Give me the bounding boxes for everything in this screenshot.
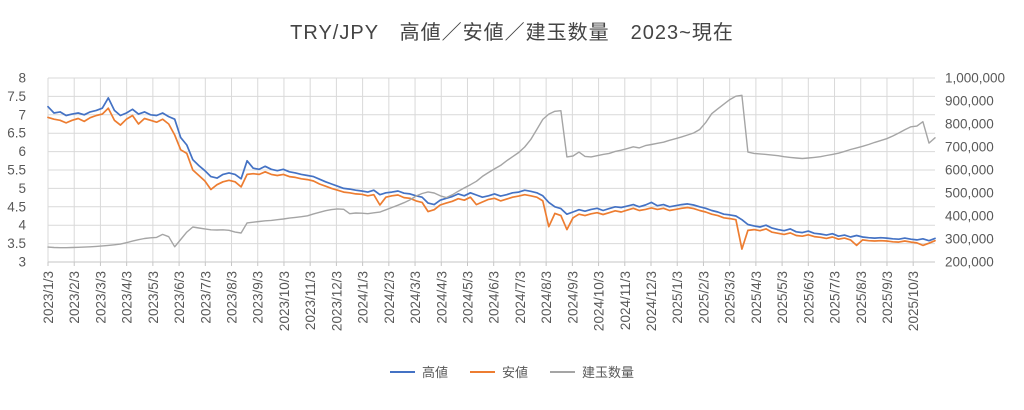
y-axis-label-right: 600,000: [945, 163, 994, 178]
legend-line-swatch: [389, 370, 415, 373]
x-axis-label: 2023/4/3: [120, 271, 135, 324]
legend: 高値 安値 建玉数量: [0, 362, 1024, 381]
y-axis-label-right: 700,000: [945, 140, 994, 155]
x-axis-label: 2024/10/3: [592, 271, 607, 331]
y-axis-label-left: 3.5: [7, 236, 26, 251]
x-axis-label: 2024/4/3: [434, 271, 449, 324]
x-axis-label: 2025/3/3: [723, 271, 738, 324]
x-axis-label: 2023/2/3: [67, 271, 82, 324]
x-axis-label: 2025/4/3: [749, 271, 764, 324]
y-axis-label-right: 1,000,000: [945, 71, 1005, 86]
x-axis-label: 2025/2/3: [696, 271, 711, 324]
chart-title: TRY/JPY 高値／安値／建玉数量 2023~現在: [290, 22, 734, 44]
y-axis-label-right: 400,000: [945, 209, 994, 224]
open-interest-line: [47, 94, 936, 249]
x-axis-label: 2023/8/3: [225, 271, 240, 324]
x-axis-label: 2025/9/3: [880, 271, 895, 324]
low-line: [47, 107, 936, 250]
y-axis-label-left: 8: [18, 71, 26, 86]
legend-item-low: 安値: [469, 362, 528, 381]
x-axis-label: 2023/7/3: [198, 271, 213, 324]
x-axis-label: 2025/5/3: [775, 271, 790, 324]
x-axis-label: 2024/1/3: [356, 271, 371, 324]
y-axis-label-left: 7.5: [7, 89, 26, 104]
legend-label: 高値: [421, 365, 448, 380]
x-axis-label: 2023/5/3: [146, 271, 161, 324]
x-axis-label: 2024/11/3: [618, 271, 633, 330]
y-axis-label-left: 4.5: [7, 199, 26, 214]
x-axis-label: 2023/6/3: [172, 271, 187, 324]
legend-line-swatch: [550, 370, 575, 373]
y-axis-label-right: 800,000: [945, 117, 994, 132]
x-axis-label: 2024/7/3: [513, 271, 528, 324]
y-axis-label-left: 7: [18, 107, 26, 122]
x-axis-label: 2023/12/3: [329, 271, 344, 331]
x-axis-label: 2025/6/3: [801, 271, 816, 324]
x-axis-label: 2025/1/3: [670, 271, 685, 324]
legend-item-open-interest: 建玉数量: [550, 362, 634, 381]
x-axis-label: 2024/2/3: [382, 271, 397, 324]
legend-label: 安値: [501, 365, 528, 380]
x-axis-label: 2023/1/3: [41, 271, 56, 324]
y-axis-label-right: 500,000: [945, 186, 994, 201]
x-axis-label: 2024/3/3: [408, 271, 423, 324]
y-axis-label-right: 300,000: [945, 232, 994, 247]
x-axis-label: 2024/8/3: [539, 271, 554, 324]
x-axis-label: 2024/9/3: [565, 271, 580, 324]
x-axis-label: 2024/5/3: [460, 271, 475, 324]
y-axis-label-left: 5.5: [7, 163, 26, 178]
x-axis-label: 2024/6/3: [487, 271, 502, 324]
legend-label: 建玉数量: [582, 365, 635, 380]
x-axis-label: 2023/3/3: [93, 271, 108, 324]
legend-item-high: 高値: [389, 362, 448, 381]
y-axis-label-left: 3: [18, 255, 26, 270]
high-line: [47, 97, 936, 242]
x-axis-label: 2023/9/3: [251, 271, 266, 324]
x-axis-label: 2025/8/3: [854, 271, 869, 324]
x-axis-label: 2024/12/3: [644, 271, 659, 331]
x-axis-label: 2025/10/3: [906, 271, 921, 331]
y-axis-label-left: 6.5: [7, 126, 26, 141]
legend-line-swatch: [469, 370, 495, 373]
y-axis-label-left: 5: [18, 181, 26, 196]
x-axis-label: 2023/11/3: [303, 271, 318, 330]
x-axis-label: 2025/7/3: [828, 271, 843, 324]
y-axis-label-right: 900,000: [945, 94, 994, 109]
y-axis-label-left: 4: [18, 218, 26, 233]
y-axis-label-right: 200,000: [945, 255, 994, 270]
y-axis-label-left: 6: [18, 144, 26, 159]
x-axis-label: 2023/10/3: [277, 271, 292, 331]
